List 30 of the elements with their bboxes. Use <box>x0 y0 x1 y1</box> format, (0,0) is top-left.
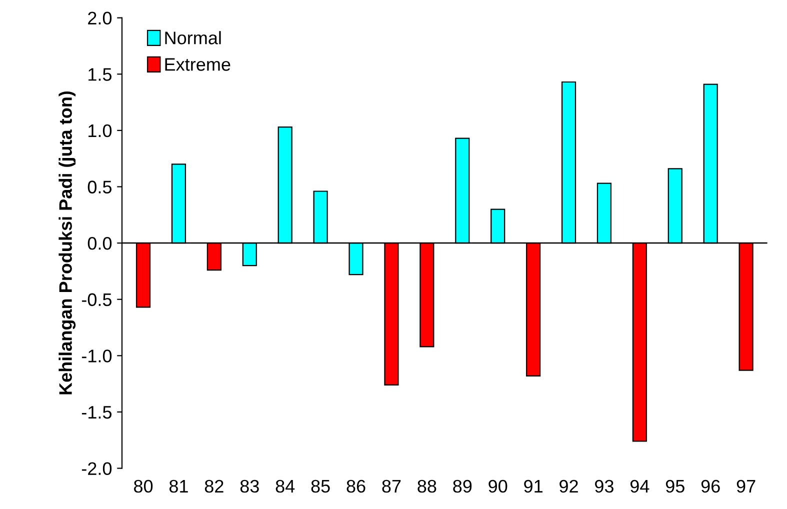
x-tick-label: 91 <box>524 480 542 493</box>
y-tick-label: 2.0 <box>88 12 112 25</box>
x-tick-label: 84 <box>276 480 295 493</box>
x-tick-label: 96 <box>701 480 720 493</box>
y-tick-label: -2.0 <box>82 462 112 475</box>
x-tick-label: 81 <box>169 480 188 493</box>
x-tick-label: 95 <box>666 480 684 493</box>
x-tick-label: 90 <box>488 480 508 493</box>
y-tick-label: 0.0 <box>88 236 112 250</box>
x-tick-label: 87 <box>382 480 401 493</box>
y-tick-label: -1.0 <box>82 350 112 362</box>
x-tick-label: 88 <box>418 480 436 493</box>
x-tick-label: 93 <box>595 480 614 493</box>
y-tick-label: -1.5 <box>82 406 112 419</box>
x-tick-label: 80 <box>134 480 153 493</box>
x-tick-label: 92 <box>560 480 578 493</box>
y-tick-label: -0.5 <box>82 293 112 306</box>
x-tick-label: 86 <box>346 480 366 493</box>
x-tick-label: 97 <box>736 480 756 493</box>
x-tick-label: 83 <box>240 480 259 493</box>
x-tick-label: 82 <box>204 480 224 493</box>
y-tick-label: 1.5 <box>88 68 112 81</box>
legend-label: Normal <box>165 31 221 44</box>
x-tick-label: 94 <box>630 480 650 493</box>
x-tick-label: 89 <box>453 480 472 493</box>
x-tick-label: 85 <box>311 480 330 493</box>
y-axis-title: Kehilangan Produksi Padi (juta ton) <box>58 91 76 394</box>
legend-label: Extreme <box>165 58 230 71</box>
y-tick-label: 1.0 <box>88 124 112 138</box>
y-tick-label: 0.5 <box>88 180 112 194</box>
